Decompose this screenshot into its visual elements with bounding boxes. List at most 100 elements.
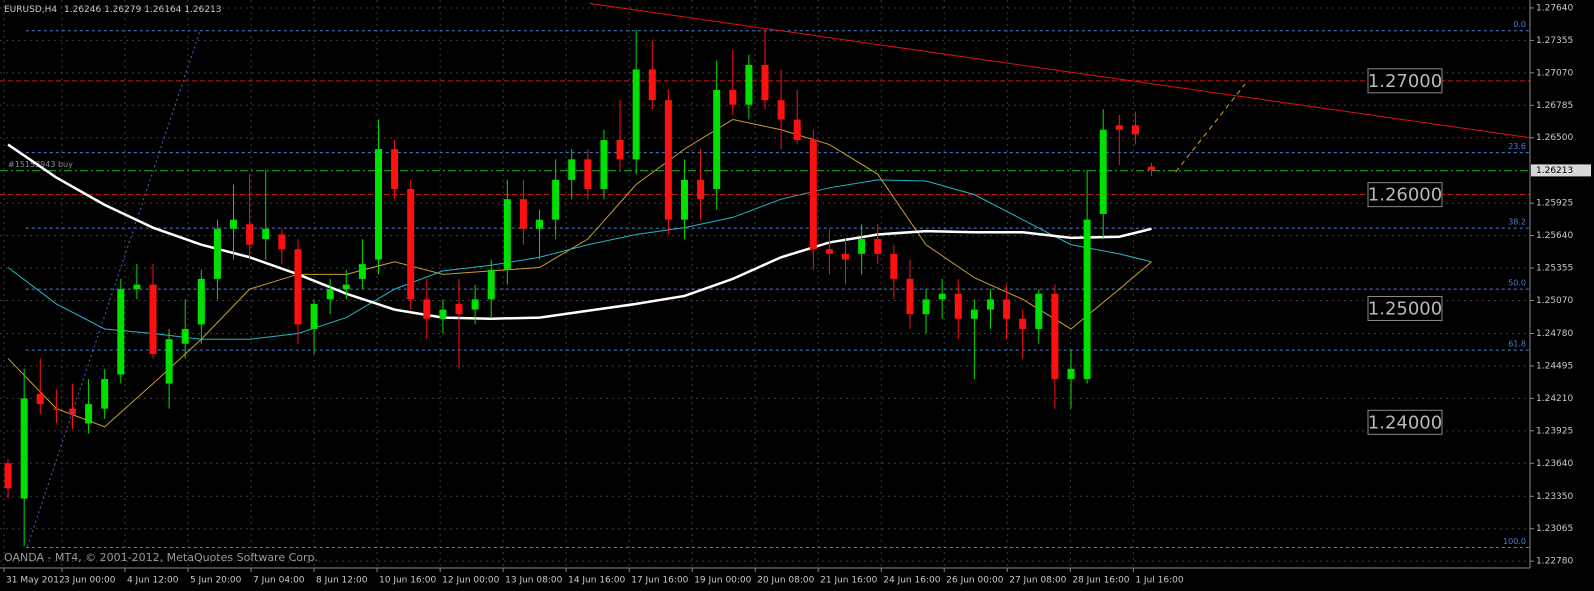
trendline	[26, 31, 201, 547]
candle-body	[1051, 293, 1059, 380]
x-tick-label: 1 Jul 16:00	[1135, 576, 1184, 586]
last-close: 1.26213	[184, 5, 221, 15]
candle-body	[1067, 368, 1075, 380]
candle-body	[986, 299, 994, 310]
y-tick-label: 1.24210	[1536, 394, 1573, 404]
candle-body	[648, 69, 656, 101]
moving-average	[7, 143, 1152, 320]
last-high: 1.26279	[104, 5, 141, 15]
candle-body	[423, 299, 431, 319]
y-tick-label: 1.27640	[1536, 3, 1573, 13]
x-tick-label: 3 Jun 00:00	[64, 576, 116, 586]
candle-body	[858, 239, 866, 254]
candle-body	[1003, 299, 1011, 319]
candle-body	[471, 299, 479, 310]
candle-body	[358, 264, 366, 279]
candle-body	[600, 140, 608, 189]
candle-body	[1019, 318, 1027, 329]
candle-body	[729, 89, 737, 105]
candle-body	[278, 234, 286, 250]
trendline	[589, 2, 1530, 139]
y-tick-label: 1.27355	[1536, 36, 1573, 46]
candle-body	[793, 119, 801, 141]
candle-body	[777, 100, 785, 120]
candle-body	[374, 149, 382, 260]
y-tick-label: 1.25355	[1536, 264, 1573, 274]
candle-body	[342, 284, 350, 290]
candle-body	[874, 239, 882, 254]
y-tick-label: 1.23640	[1536, 459, 1573, 469]
trendline	[1175, 83, 1246, 173]
candle-body	[519, 199, 527, 229]
fib-label: 0.0	[1513, 20, 1526, 29]
y-tick-label: 1.23350	[1536, 492, 1573, 502]
candle-body	[1035, 293, 1043, 329]
candle-body	[52, 408, 60, 410]
y-tick-label: 1.23925	[1536, 426, 1573, 436]
y-tick-label: 1.24780	[1536, 329, 1573, 339]
candle-body	[890, 253, 898, 279]
candle-body	[1131, 125, 1139, 135]
candle-body	[68, 408, 76, 415]
candle-body	[632, 69, 640, 160]
x-tick-label: 4 Jun 12:00	[127, 576, 179, 586]
candle-body	[536, 219, 544, 229]
y-tick-label: 1.27070	[1536, 68, 1573, 78]
candle-body	[906, 278, 914, 315]
candle-body	[616, 140, 624, 160]
fib-label: 61.8	[1508, 340, 1526, 349]
order-label: #15153943 buy	[8, 160, 73, 169]
fib-label: 38.2	[1508, 218, 1526, 227]
last-low: 1.26164	[144, 5, 181, 15]
candle-body	[455, 303, 463, 315]
candle-body	[761, 64, 769, 101]
candle-body	[713, 89, 721, 189]
symbol: EURUSD,H4	[4, 5, 57, 15]
candle-body	[809, 140, 817, 250]
x-tick-label: 8 Jun 12:00	[316, 576, 368, 586]
candle-body	[1148, 166, 1156, 171]
level-box	[1367, 409, 1443, 435]
candle-body	[842, 253, 850, 260]
bid-box	[1531, 164, 1591, 177]
y-tick-label: 1.22780	[1536, 557, 1573, 567]
candle-body	[584, 159, 592, 189]
candle-body	[745, 64, 753, 105]
candle-body	[85, 404, 93, 424]
candle-body	[213, 228, 221, 279]
candle-body	[439, 309, 447, 319]
candle-body	[326, 289, 334, 300]
y-tick-label: 1.25070	[1536, 296, 1573, 306]
y-tick-label: 1.26500	[1536, 133, 1573, 143]
candle-body	[101, 379, 109, 409]
candle-body	[246, 224, 254, 245]
candle-body	[20, 398, 28, 499]
candle-body	[680, 179, 688, 220]
y-tick-label: 1.24495	[1536, 361, 1573, 371]
x-tick-label: 14 Jun 16:00	[568, 576, 625, 586]
candle-body	[262, 228, 270, 240]
x-tick-label: 28 Jun 16:00	[1072, 576, 1129, 586]
x-tick-label: 31 May 2012	[6, 576, 65, 586]
bid-label: 1.26213	[1536, 166, 1573, 176]
x-tick-label: 24 Jun 16:00	[883, 576, 940, 586]
candle-body	[310, 303, 318, 329]
y-tick-label: 1.25640	[1536, 231, 1573, 241]
x-tick-label: 21 Jun 16:00	[820, 576, 877, 586]
level-label: 1.27000	[1368, 71, 1442, 92]
candle-body	[552, 179, 560, 220]
candle-body	[391, 149, 399, 189]
candle-body	[165, 339, 173, 384]
fib-label: 50.0	[1508, 279, 1526, 288]
candle-body	[938, 293, 946, 300]
header: EURUSD,H4 1.26246 1.26279 1.26164 1.2621…	[4, 5, 222, 15]
fib-label: 23.6	[1508, 142, 1526, 151]
candle-body	[117, 289, 125, 375]
candle-body	[36, 393, 44, 405]
candle-body	[487, 269, 495, 300]
y-tick-label: 1.26785	[1536, 101, 1573, 111]
x-tick-label: 20 Jun 08:00	[757, 576, 814, 586]
last-open: 1.26246	[64, 5, 101, 15]
candle-body	[4, 463, 12, 489]
x-tick-label: 27 Jun 08:00	[1009, 576, 1066, 586]
